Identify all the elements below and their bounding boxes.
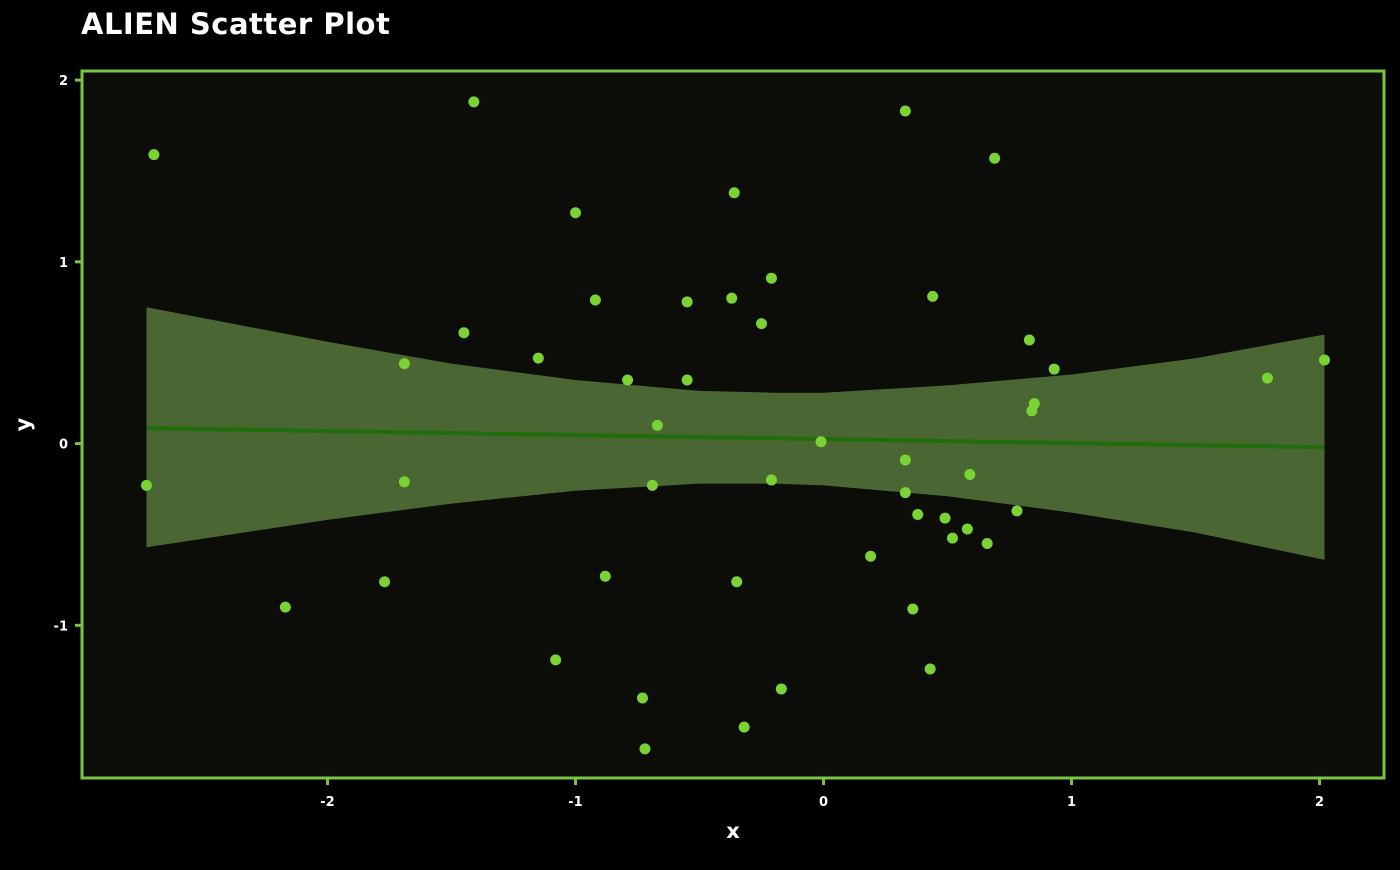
x-tick-label: 1	[1067, 795, 1076, 810]
data-point	[939, 512, 951, 524]
data-point	[379, 576, 391, 588]
x-tick-label: -2	[320, 795, 334, 810]
data-point	[468, 96, 480, 108]
data-point	[1048, 363, 1060, 375]
data-point	[738, 721, 750, 733]
y-tick-label: -1	[54, 619, 68, 634]
data-point	[1011, 505, 1023, 517]
data-point	[946, 532, 958, 544]
data-point	[599, 570, 611, 582]
data-point	[636, 692, 648, 704]
y-tick-label: 2	[59, 74, 68, 89]
data-point	[651, 419, 663, 431]
data-point	[279, 601, 291, 613]
data-point	[731, 576, 743, 588]
y-tick-label: 0	[59, 438, 68, 453]
x-tick-label: 2	[1315, 795, 1324, 810]
data-point	[775, 683, 787, 695]
data-point	[140, 479, 152, 491]
data-point	[899, 454, 911, 466]
points-layer	[140, 96, 1330, 755]
data-point	[865, 550, 877, 562]
data-point	[927, 290, 939, 302]
x-axis-title: x	[726, 819, 740, 843]
data-point	[1318, 354, 1330, 366]
data-point	[398, 476, 410, 488]
data-point	[1028, 398, 1040, 410]
data-point	[148, 149, 160, 161]
data-point	[646, 479, 658, 491]
y-axis: -1 0 1 2	[54, 74, 82, 634]
regression-line	[146, 426, 1325, 450]
y-axis-title: y	[11, 417, 35, 431]
data-point	[532, 352, 544, 364]
data-point	[550, 654, 562, 666]
data-point	[907, 603, 919, 615]
data-point	[1023, 334, 1035, 346]
plot-frame	[80, 69, 1386, 780]
data-point	[681, 374, 693, 386]
data-point	[726, 292, 738, 304]
data-point	[981, 538, 993, 550]
data-point	[570, 207, 582, 219]
data-point	[924, 663, 936, 675]
data-point	[589, 294, 601, 306]
data-point	[1261, 372, 1273, 384]
x-tick-label: 0	[819, 795, 828, 810]
data-point	[765, 474, 777, 486]
data-point	[458, 327, 470, 339]
data-point	[639, 743, 651, 755]
chart-title: ALIEN Scatter Plot	[81, 7, 391, 41]
data-point	[622, 374, 634, 386]
data-point	[815, 436, 827, 448]
data-point	[964, 468, 976, 480]
data-point	[728, 187, 740, 199]
data-point	[756, 318, 768, 330]
x-axis: -2 -1 0 1 2	[320, 778, 1324, 810]
data-point	[899, 105, 911, 117]
confidence-band	[146, 307, 1325, 560]
data-point	[398, 358, 410, 370]
data-point	[681, 296, 693, 308]
data-point	[765, 272, 777, 284]
y-tick-label: 1	[59, 256, 68, 271]
x-tick-label: -1	[568, 795, 582, 810]
data-point	[989, 152, 1001, 164]
data-point	[899, 487, 911, 499]
data-point	[912, 508, 924, 520]
data-point	[961, 523, 973, 535]
